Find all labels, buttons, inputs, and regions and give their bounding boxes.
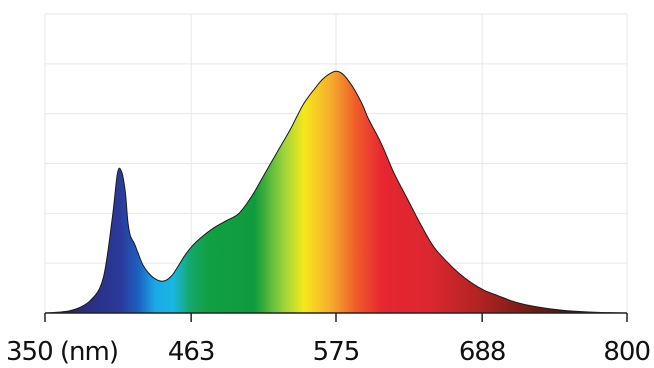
x-tick-label: 688 (459, 337, 506, 367)
x-axis-labels: 350 (nm) 463 575 688 800 (6, 337, 651, 367)
x-tick-label: 800 (603, 337, 650, 367)
x-tick-label: 575 (313, 337, 360, 367)
x-tick-label: 463 (168, 337, 215, 367)
spectrum-area (44, 70, 628, 314)
x-tick-label: 350 (nm) (6, 337, 118, 367)
x-axis-ticks (44, 313, 628, 322)
